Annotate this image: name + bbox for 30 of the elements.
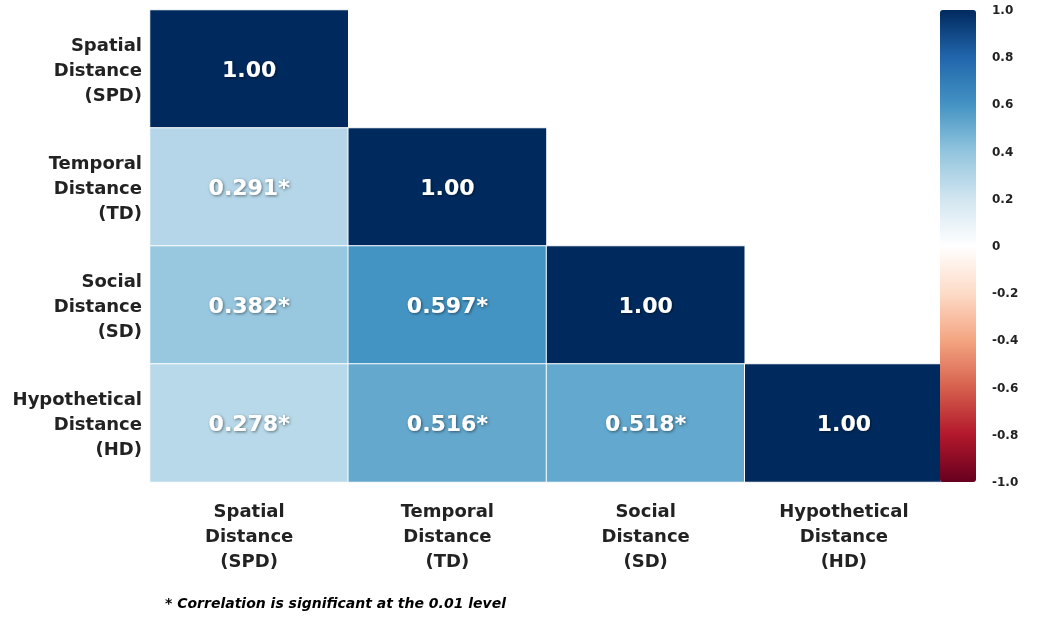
x-tick-label: Temporal Distance (TD)	[400, 500, 495, 571]
data-label: 1.00	[420, 174, 475, 200]
data-label: 1.00	[618, 292, 673, 318]
color-bar-label: -1.0	[992, 475, 1019, 489]
color-bar-label: 0.2	[992, 191, 1014, 206]
data-label: 0.516*	[406, 410, 489, 436]
data-label: 0.518*	[605, 410, 687, 436]
text: * Correlation is significant at the 0.01 level	[165, 595, 507, 611]
x-tick-label: Social Distance (SD)	[601, 500, 690, 571]
color-bar-label: 0.4	[992, 144, 1014, 159]
color-bar-label: 0	[992, 239, 1001, 253]
data-label: 0.291*	[208, 174, 291, 200]
data-label: 0.597*	[406, 292, 489, 318]
data-label: 0.278*	[208, 410, 291, 436]
color-bar-label: -0.6	[992, 380, 1019, 395]
color-bar-label: -0.4	[992, 333, 1019, 348]
color-bar-label: 1.0	[992, 3, 1014, 17]
data-label: 1.00	[221, 56, 277, 82]
y-tick-label: Temporal Distance (TD)	[48, 151, 142, 223]
y-tick-label: Social Distance (SD)	[53, 269, 142, 341]
color-bar-label: -0.2	[992, 286, 1019, 301]
data-label: 1.00	[816, 410, 872, 436]
x-tick-label: Hypothetical Distance (HD)	[779, 500, 909, 571]
y-tick-label: Hypothetical Distance (HD)	[12, 387, 142, 459]
color-bar-label: 0.8	[992, 50, 1014, 65]
color-bar-label: -0.8	[992, 427, 1019, 442]
x-tick-label: Spatial Distance (SPD)	[204, 500, 294, 571]
y-tick-label: Spatial Distance (SPD)	[53, 33, 142, 105]
data-label: 0.382*	[208, 292, 291, 318]
color-bar-label: 0.6	[992, 97, 1014, 112]
